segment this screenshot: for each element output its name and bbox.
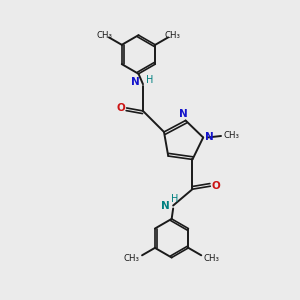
Text: CH₃: CH₃ [224, 131, 239, 140]
Text: CH₃: CH₃ [97, 32, 112, 40]
Text: CH₃: CH₃ [124, 254, 140, 263]
Text: H: H [171, 194, 178, 204]
Text: N: N [205, 133, 214, 142]
Text: CH₃: CH₃ [204, 254, 220, 263]
Text: N: N [161, 200, 170, 211]
Text: N: N [131, 77, 140, 87]
Text: CH₃: CH₃ [165, 32, 181, 40]
Text: N: N [179, 109, 188, 119]
Text: O: O [212, 181, 220, 191]
Text: O: O [116, 103, 125, 113]
Text: H: H [146, 75, 153, 85]
